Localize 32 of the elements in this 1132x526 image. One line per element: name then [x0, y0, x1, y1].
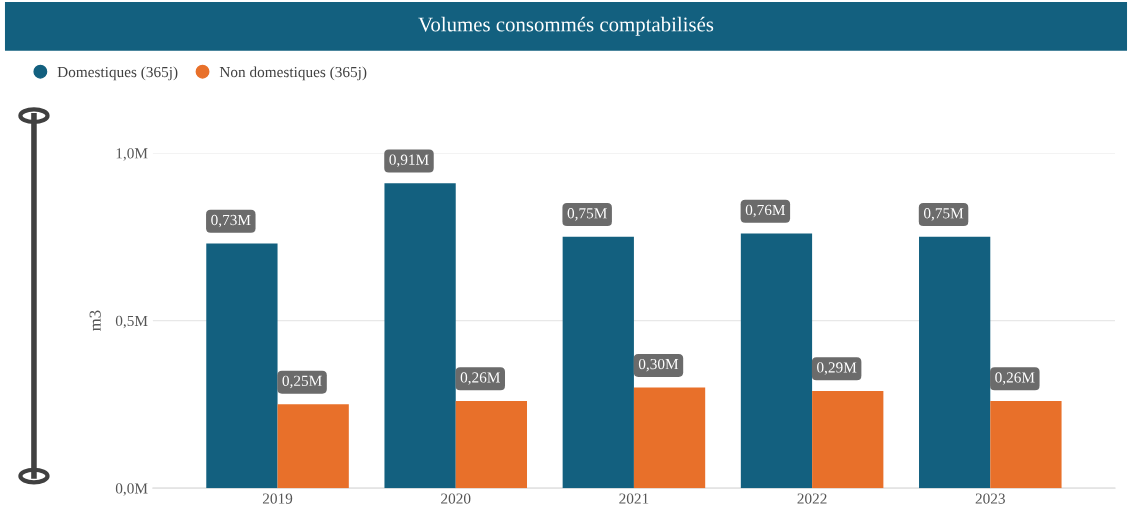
data-label: 0,75M [567, 208, 607, 221]
legend-label: Domestiques (365j) [57, 66, 178, 81]
x-tick-label: 2019 [262, 493, 293, 504]
x-tick-label: 2022 [797, 493, 827, 504]
bar [990, 401, 1062, 489]
y-axis-title: m3 [89, 310, 101, 331]
data-label: 0,76M [745, 204, 786, 218]
bar [455, 401, 528, 489]
bar [633, 387, 706, 489]
bar [812, 390, 884, 489]
bar [740, 233, 813, 489]
y-tick-label: 1,0M [116, 148, 148, 161]
data-label: 0,91M [389, 154, 429, 168]
chart-title: Volumes consommés comptabilisés [418, 16, 714, 36]
data-label: 0,29M [817, 362, 857, 375]
data-label: 0,26M [995, 372, 1035, 385]
legend-label: Non domestiques (365j) [219, 66, 367, 81]
bar [919, 236, 991, 489]
y-tick-label: 0,0M [115, 483, 148, 496]
x-tick-label: 2021 [619, 493, 649, 504]
bar [562, 236, 634, 489]
data-label: 0,30M [638, 358, 679, 372]
bar [277, 404, 349, 489]
bar [384, 183, 456, 489]
bar [206, 243, 278, 489]
data-label: 0,25M [282, 375, 322, 389]
data-label: 0,26M [460, 372, 500, 385]
data-label: 0,73M [211, 214, 251, 228]
x-tick-label: 2020 [441, 493, 471, 504]
y-tick-label: 0,5M [115, 315, 148, 329]
data-label: 0,75M [923, 208, 964, 221]
x-tick-label: 2023 [975, 493, 1005, 504]
